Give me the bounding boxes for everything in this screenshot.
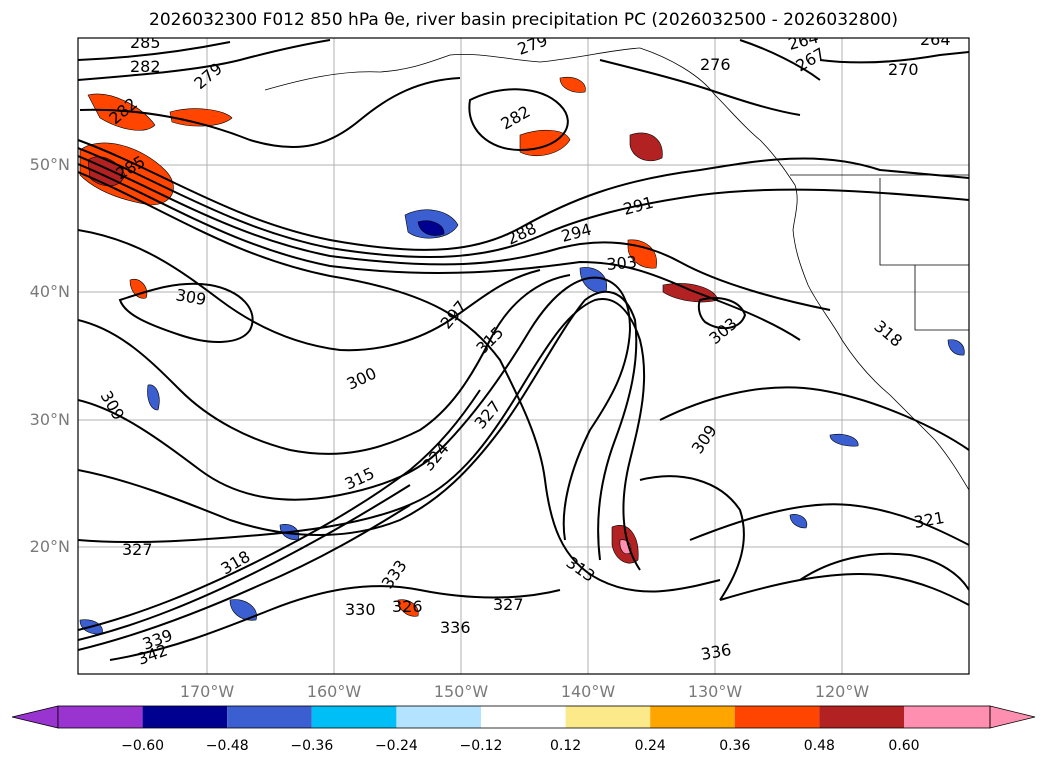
lon-label-170w: 170°W <box>179 682 235 701</box>
figure-title: 2026032300 F012 850 hPa θe, river basin … <box>149 10 898 30</box>
coastline <box>264 47 969 491</box>
precip-patch-positive <box>169 108 233 127</box>
contour-label: 330 <box>345 600 376 619</box>
colorbar-cell <box>227 706 312 728</box>
lat-label-50n: 50°N <box>29 155 70 174</box>
lon-label-140w: 140°W <box>560 682 616 701</box>
contour-label: 264 <box>920 30 951 49</box>
contour-label: 285 <box>130 33 161 52</box>
contour-label: 270 <box>888 60 919 79</box>
contour-label: 282 <box>130 57 161 76</box>
colorbar-tick-label: −0.24 <box>374 738 418 754</box>
colorbar-tick-label: −0.48 <box>205 738 249 754</box>
contour-label: 326 <box>392 597 423 616</box>
lon-label-160w: 160°W <box>306 682 362 701</box>
colorbar-tick-label: 0.12 <box>550 738 582 754</box>
colorbar-tick-label: 0.48 <box>803 738 835 754</box>
colorbar-tick-label: 0.24 <box>634 738 666 754</box>
precip-patch-negative <box>417 220 445 236</box>
precip-patch-negative <box>229 599 257 621</box>
colorbar-cell <box>819 706 904 728</box>
precip-patch-positive <box>559 77 586 93</box>
theta-e-contours <box>78 39 969 661</box>
colorbar-cell <box>650 706 735 728</box>
colorbar-cell <box>904 706 990 728</box>
colorbar <box>11 705 1036 729</box>
lat-label-40n: 40°N <box>29 282 70 301</box>
colorbar-cell <box>481 706 566 728</box>
colorbar-tick-label: −0.36 <box>290 738 334 754</box>
lat-label-30n: 30°N <box>29 410 70 429</box>
precip-patch-negative <box>829 433 859 447</box>
colorbar-cell <box>142 706 228 728</box>
precip-patch-negative <box>789 514 808 529</box>
contour-label: 327 <box>122 540 153 559</box>
gridlines <box>78 38 969 674</box>
lon-label-120w: 120°W <box>814 682 870 701</box>
precip-patch-positive <box>627 239 657 269</box>
contour-label: 327 <box>493 595 524 614</box>
precip-patch-positive <box>629 132 663 162</box>
precip-patch-negative <box>947 339 965 356</box>
colorbar-cell <box>396 706 481 728</box>
colorbar-extend-low <box>11 705 59 729</box>
map-background <box>78 38 969 674</box>
colorbar-cell <box>734 706 820 728</box>
contour-label: 303 <box>606 252 638 274</box>
colorbar-tick-label: 0.60 <box>888 738 920 754</box>
map-frame <box>77 37 970 675</box>
colorbar-extend-high <box>989 705 1036 729</box>
colorbar-tick-label: −0.12 <box>459 738 503 754</box>
colorbar-cell <box>311 706 397 728</box>
precip-patch-negative <box>147 384 160 411</box>
colorbar-tick-label: 0.36 <box>719 738 751 754</box>
lon-label-130w: 130°W <box>687 682 743 701</box>
precip-patch-positive <box>87 93 156 131</box>
contour-label: 276 <box>700 55 731 74</box>
colorbar-cell <box>58 706 143 728</box>
lon-label-150w: 150°W <box>433 682 489 701</box>
colorbar-cells <box>11 705 1036 729</box>
lat-label-20n: 20°N <box>29 537 70 556</box>
precip-patch-positive <box>397 599 419 617</box>
contour-label: 336 <box>440 618 471 637</box>
colorbar-tick-label: −0.60 <box>121 738 165 754</box>
colorbar-cell <box>565 706 651 728</box>
